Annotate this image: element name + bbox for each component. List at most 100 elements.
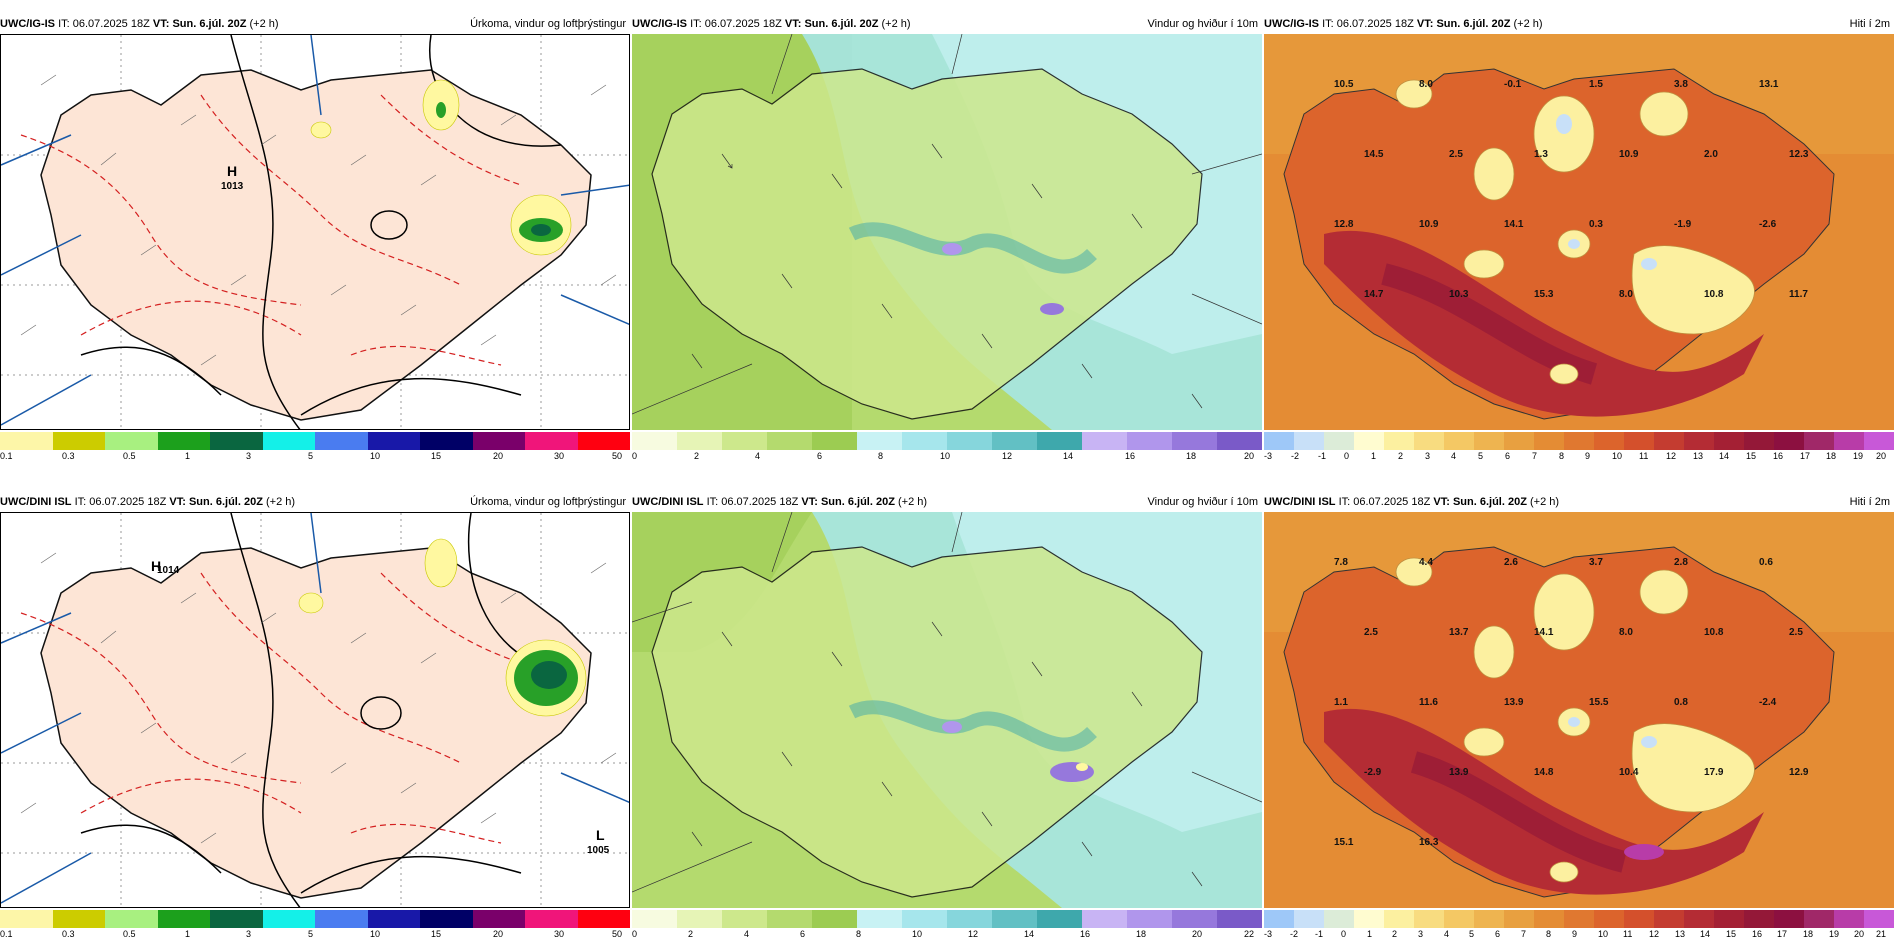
colorbar-swatch xyxy=(1324,432,1354,450)
colorbar-tick-label: 14 xyxy=(1700,929,1711,939)
wind-colorbar-ticks: 0 2 4 6 8 10 12 14 16 18 20 22 xyxy=(632,929,1262,941)
temperature-value-label: 3.7 xyxy=(1589,557,1603,568)
colorbar-tick-label: 0.1 xyxy=(0,929,13,939)
colorbar-tick-label: 20 xyxy=(1854,929,1865,939)
colorbar-swatch xyxy=(1834,432,1864,450)
colorbar-tick-label: 8 xyxy=(1559,451,1565,461)
temperature-value-label: 13.9 xyxy=(1449,767,1469,778)
temperature-value-label: 14.8 xyxy=(1534,767,1554,778)
temp-map: 7.8 4.4 2.6 3.7 2.8 0.6 2.5 13.7 14.1 8.0 10.8 2.5 1… xyxy=(1264,512,1894,908)
colorbar-swatch xyxy=(420,910,473,928)
temperature-value-label: -2.9 xyxy=(1364,767,1382,778)
colorbar-swatch xyxy=(262,432,315,450)
colorbar-swatch xyxy=(1172,910,1217,928)
colorbar-swatch xyxy=(1714,910,1744,928)
wind-colorbar xyxy=(632,910,1262,928)
colorbar-swatch xyxy=(472,432,525,450)
colorbar-tick-label: 5 xyxy=(308,451,314,461)
colorbar-tick-label: 9 xyxy=(1572,929,1578,939)
colorbar-swatch xyxy=(262,910,315,928)
panel-precip-igis: UWC/IG-IS IT: 06.07.2025 18Z VT: Sun. 6.… xyxy=(0,14,630,464)
panel-title: Úrkoma, vindur og loftþrýstingur xyxy=(470,18,626,30)
panel-title: Vindur og hviður í 10m xyxy=(1147,496,1258,508)
temperature-value-label: 2.6 xyxy=(1504,557,1518,568)
colorbar-tick-label: 18 xyxy=(1826,451,1837,461)
colorbar-swatch xyxy=(767,910,812,928)
precip-colorbar xyxy=(0,432,630,450)
colorbar-swatch xyxy=(1474,910,1504,928)
temperature-value-label: 0.6 xyxy=(1759,557,1773,568)
temperature-value-label: 12.9 xyxy=(1789,767,1809,778)
pressure-center-value: 1013 xyxy=(221,181,244,192)
colorbar-tick-label: -1 xyxy=(1315,929,1324,939)
temperature-value-label: 10.8 xyxy=(1704,627,1724,638)
temperature-value-label: 14.1 xyxy=(1504,219,1524,230)
colorbar-swatch xyxy=(1037,432,1082,450)
colorbar-swatch xyxy=(1217,910,1262,928)
colorbar-swatch xyxy=(722,910,767,928)
colorbar-tick-label: 50 xyxy=(612,929,623,939)
colorbar-swatch xyxy=(722,432,767,450)
temperature-value-label: 15.3 xyxy=(1534,289,1554,300)
temperature-value-label: -1.9 xyxy=(1674,219,1692,230)
colorbar-swatch xyxy=(902,432,947,450)
colorbar-swatch xyxy=(1474,432,1504,450)
panel-title: Hiti í 2m xyxy=(1849,18,1890,30)
colorbar-tick-label: 50 xyxy=(612,451,623,461)
colorbar-swatch xyxy=(1217,432,1262,450)
colorbar-swatch xyxy=(577,910,630,928)
colorbar-swatch xyxy=(1504,910,1534,928)
colorbar-tick-label: 16 xyxy=(1080,929,1091,939)
colorbar-tick-label: 20 xyxy=(493,451,504,461)
colorbar-tick-label: 12 xyxy=(968,929,979,939)
temperature-value-label: -2.6 xyxy=(1759,219,1777,230)
colorbar-tick-label: 17 xyxy=(1800,451,1811,461)
temp-colorbar xyxy=(1264,910,1894,928)
colorbar-swatch xyxy=(1354,432,1384,450)
colorbar-swatch xyxy=(1037,910,1082,928)
colorbar-swatch xyxy=(1714,432,1744,450)
temperature-value-label: 0.8 xyxy=(1674,697,1688,708)
colorbar-tick-label: 2 xyxy=(1392,929,1398,939)
colorbar-swatch xyxy=(1804,432,1834,450)
colorbar-swatch xyxy=(210,910,263,928)
colorbar-tick-label: 10 xyxy=(912,929,923,939)
colorbar-swatch xyxy=(1834,910,1864,928)
colorbar-tick-label: 6 xyxy=(800,929,806,939)
colorbar-tick-label: 30 xyxy=(554,451,565,461)
colorbar-tick-label: 14 xyxy=(1063,451,1074,461)
wind-map xyxy=(632,512,1262,908)
temperature-value-label: 12.3 xyxy=(1789,149,1809,160)
colorbar-tick-label: 0 xyxy=(1341,929,1347,939)
colorbar-tick-label: 8 xyxy=(856,929,862,939)
colorbar-swatch xyxy=(472,910,525,928)
colorbar-swatch xyxy=(1324,910,1354,928)
panel-header: UWC/DINI ISL IT: 06.07.2025 18Z VT: Sun.… xyxy=(0,496,296,508)
colorbar-tick-label: 9 xyxy=(1585,451,1591,461)
temperature-value-label: 3.8 xyxy=(1674,79,1688,90)
temperature-value-label: 10.8 xyxy=(1704,289,1724,300)
temperature-value-label: 10.9 xyxy=(1419,219,1439,230)
colorbar-swatch xyxy=(1594,432,1624,450)
temperature-value-label: 13.7 xyxy=(1449,627,1469,638)
colorbar-tick-label: 18 xyxy=(1186,451,1197,461)
colorbar-tick-label: 1 xyxy=(1367,929,1373,939)
colorbar-swatch xyxy=(315,432,368,450)
colorbar-tick-label: 6 xyxy=(817,451,823,461)
colorbar-tick-label: 3 xyxy=(246,451,252,461)
colorbar-swatch xyxy=(1564,910,1594,928)
panel-temp-igis: UWC/IG-IS IT: 06.07.2025 18Z VT: Sun. 6.… xyxy=(1264,14,1894,464)
colorbar-swatch xyxy=(1444,910,1474,928)
temp-colorbar xyxy=(1264,432,1894,450)
colorbar-tick-label: 5 xyxy=(1469,929,1475,939)
colorbar-swatch xyxy=(0,432,53,450)
colorbar-swatch xyxy=(947,910,992,928)
colorbar-swatch xyxy=(1534,910,1564,928)
colorbar-tick-label: 10 xyxy=(370,451,381,461)
colorbar-swatch xyxy=(812,432,857,450)
temperature-value-label: 14.5 xyxy=(1364,149,1384,160)
colorbar-tick-label: 16 xyxy=(1125,451,1136,461)
colorbar-swatch xyxy=(105,910,158,928)
colorbar-swatch xyxy=(1294,910,1324,928)
colorbar-swatch xyxy=(677,910,722,928)
